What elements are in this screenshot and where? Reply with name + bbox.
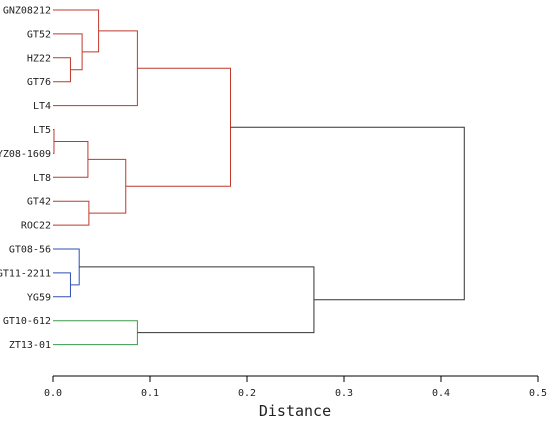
branch-m9 (125, 67, 232, 187)
leaf-label: GT08-56 (9, 245, 51, 256)
leaf-label: LT4 (33, 101, 51, 112)
leaf-label: LT5 (33, 125, 51, 136)
x-tick-label: 0.2 (238, 388, 256, 399)
x-axis-title: Distance (259, 402, 331, 420)
branch-m8 (87, 158, 127, 214)
leaf-label: GT11-2211 (0, 268, 51, 279)
branch-m12 (53, 320, 138, 346)
leaf-labels: GNZ08212 GT52 HZ22 GT76 LT4 LT5 YZ08-1609 LT8 GT… (0, 6, 51, 352)
leaf-label: LT8 (33, 173, 51, 184)
leaf-label: HZ22 (27, 53, 51, 64)
branch-m2 (53, 33, 83, 71)
x-axis: 0.0 0.1 0.2 0.3 0.4 0.5 (44, 375, 547, 399)
leaf-label: ROC22 (21, 221, 51, 232)
leaf-label: GT52 (27, 29, 51, 40)
x-tick-label: 0.1 (141, 388, 159, 399)
leaf-label: GT42 (27, 197, 51, 208)
leaf-label: GNZ08212 (3, 6, 51, 17)
branch-m1 (53, 57, 71, 83)
x-tick-label: 0.0 (44, 388, 62, 399)
branch-m13 (79, 266, 315, 334)
branch-m5 (53, 129, 55, 154)
x-tick-label: 0.5 (529, 388, 547, 399)
x-axis-ticks: 0.0 0.1 0.2 0.3 0.4 0.5 (44, 376, 547, 399)
branch-m3 (53, 9, 100, 53)
branch-m7 (53, 200, 90, 226)
x-tick-label: 0.3 (335, 388, 353, 399)
x-tick-label: 0.4 (432, 388, 450, 399)
branch-m6 (53, 140, 89, 178)
branch-m4 (53, 30, 138, 107)
leaf-label: GT76 (27, 77, 51, 88)
leaf-label: ZT13-01 (9, 340, 51, 351)
dendrogram-branches (53, 9, 465, 346)
branch-m14 (230, 126, 465, 301)
branch-m11 (53, 248, 80, 286)
leaf-label: YG59 (27, 292, 51, 303)
branch-m10 (53, 272, 71, 298)
leaf-label: GT10-612 (3, 316, 51, 327)
leaf-label: YZ08-1609 (0, 149, 51, 160)
